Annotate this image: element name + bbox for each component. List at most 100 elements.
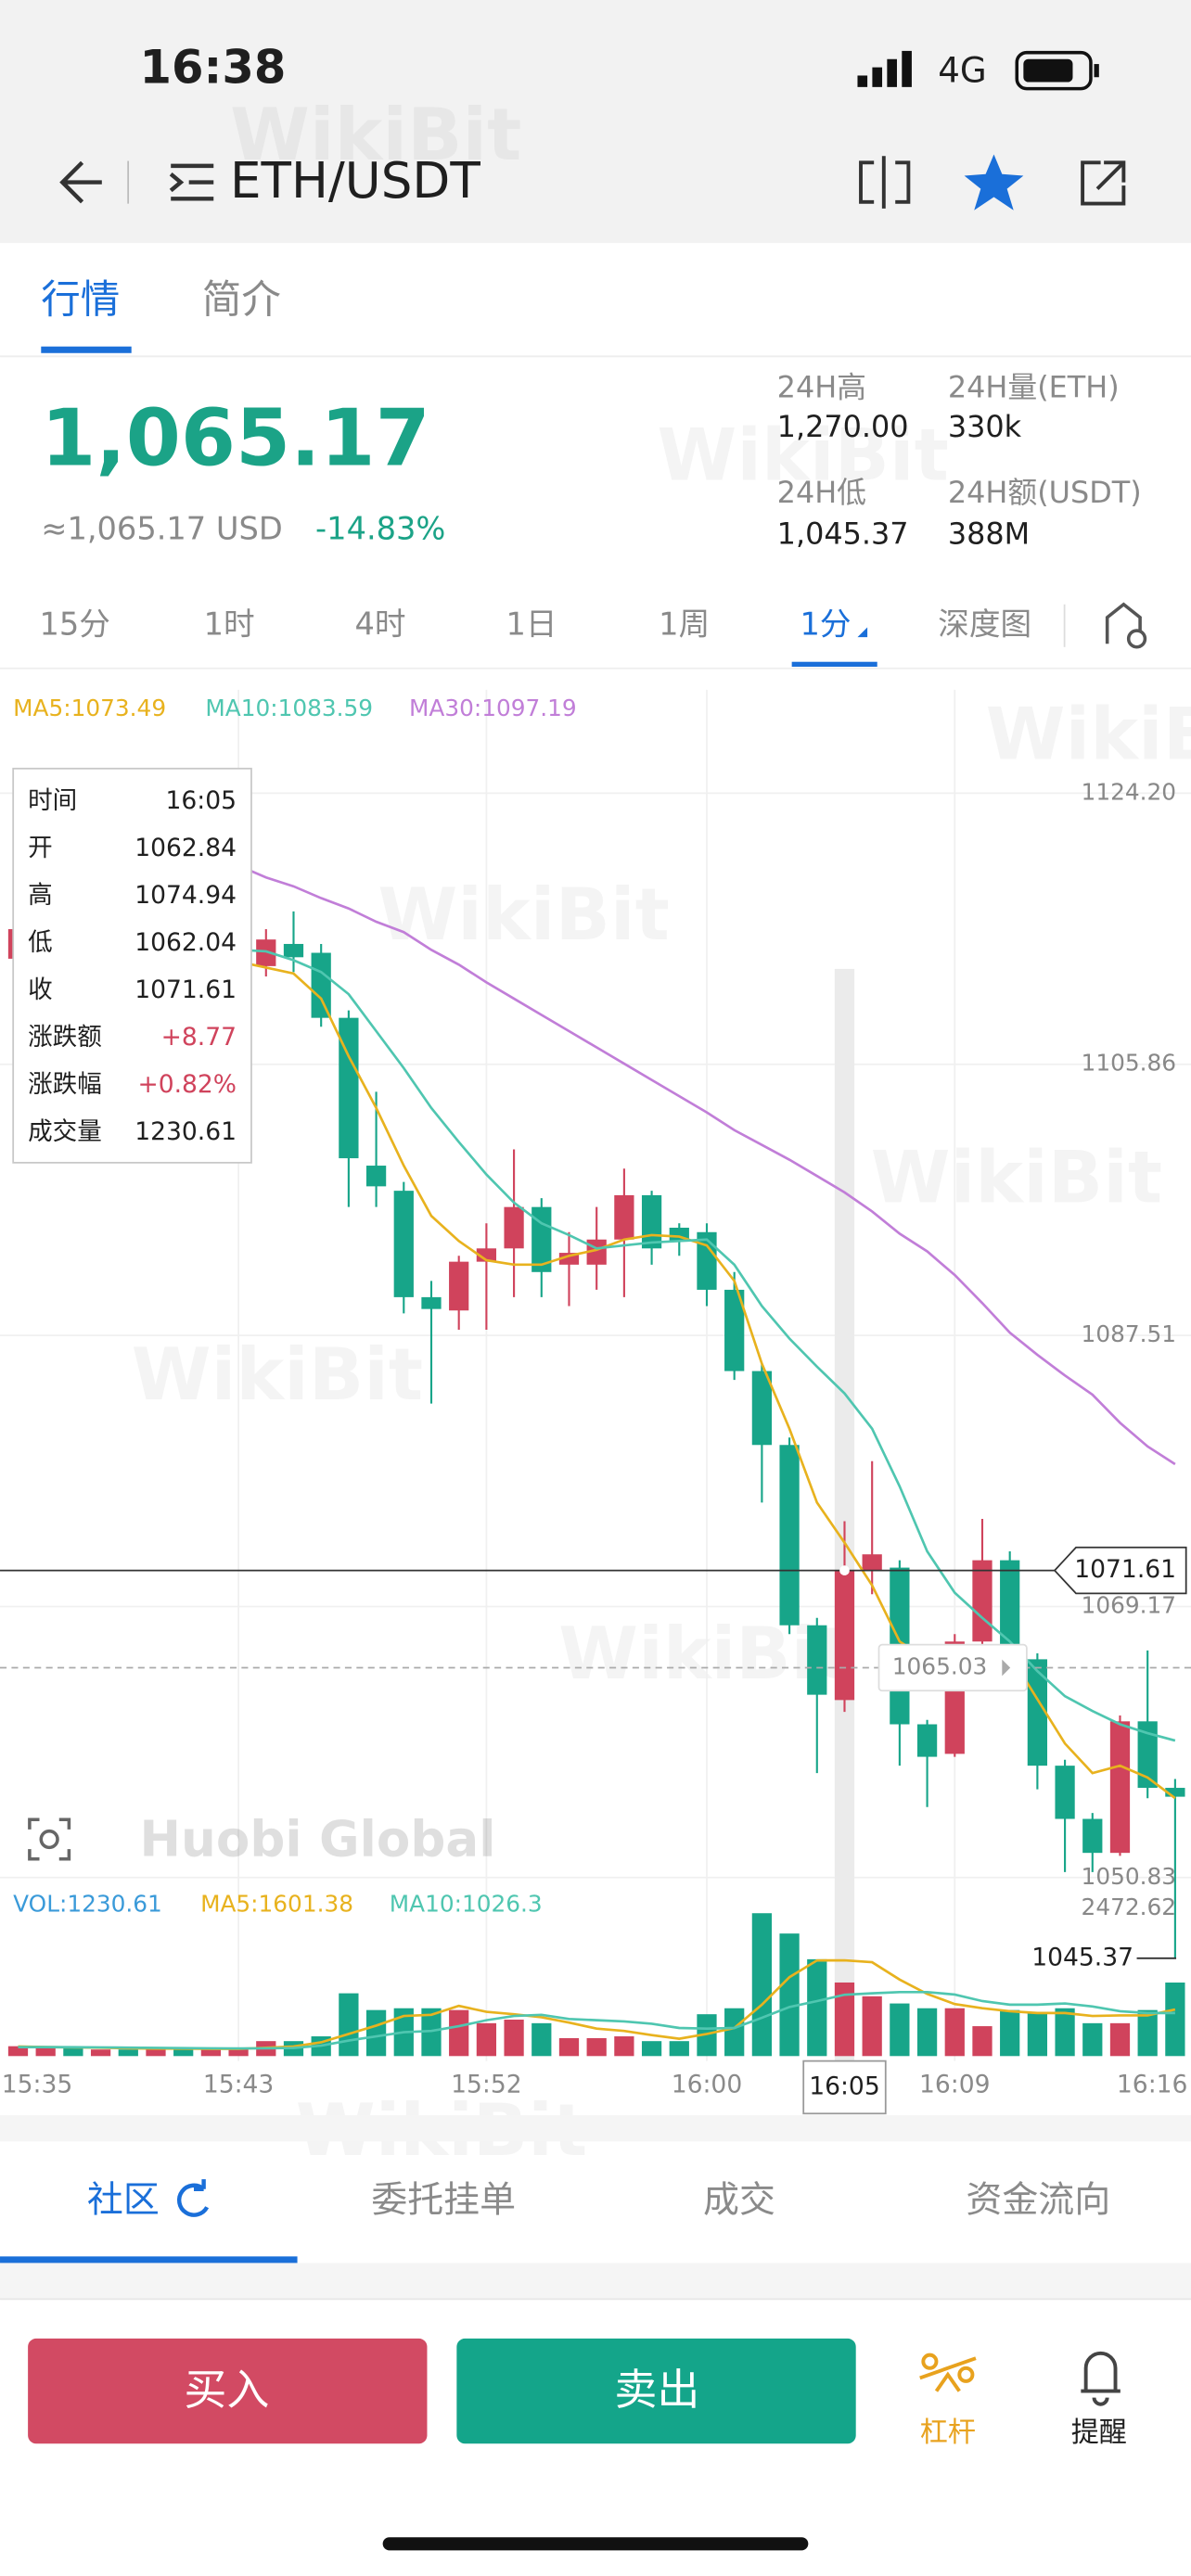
interval-bar: 15分 1时 4时 1日 1周 1分 深度图 [40,606,1032,642]
last-price-label: 1065.03 [892,1652,987,1679]
interval[interactable]: 1周 [659,606,710,642]
x-tick-label: 15:43 [203,2071,275,2099]
sell-button[interactable] [456,2338,856,2444]
stat-label: 24H额(USDT) [948,475,1142,510]
refresh-icon[interactable] [176,2179,210,2217]
buy-button[interactable] [28,2338,428,2444]
stat-label: 24H高 [777,370,866,405]
tab-underline [41,346,132,353]
tooltip-label: 涨跌额 [28,1023,102,1052]
leverage-icon[interactable] [919,2353,977,2392]
stat-label: 24H低 [777,475,866,510]
candle-body [834,1570,855,1701]
section-gap [0,2115,1191,2142]
tab-orders[interactable]: 委托挂单 [371,2179,516,2221]
share-icon[interactable] [1081,160,1126,206]
tab-trades[interactable]: 成交 [703,2179,775,2221]
candle-body [614,1194,634,1240]
split-icon[interactable] [859,156,911,209]
watermark: WikiBit [378,874,669,957]
volume-bar [807,1958,827,2057]
candle-body [1027,1659,1048,1766]
tab-community[interactable]: 社区 [87,2179,160,2221]
crosshair-band [834,968,855,2061]
tooltip-label: 开 [28,834,53,862]
candle-body [421,1296,442,1309]
tab-flow[interactable]: 资金流向 [966,2179,1110,2221]
leverage-label[interactable]: 杠杆 [920,2417,976,2449]
volume-bar [7,2046,29,2057]
interval[interactable]: 深度图 [938,606,1031,642]
sell-label: 卖出 [614,2365,699,2415]
volume-bar [916,2008,938,2057]
favorite-star[interactable] [964,154,1024,210]
legend-vol-ma5: MA5:1601.38 [200,1890,353,1917]
ma-legend: MA5:1073.49 MA10:1083.59 MA30:1097.19 VO… [13,695,577,1917]
tab-market[interactable]: 行情 [41,277,120,323]
alert-label[interactable]: 提醒 [1071,2417,1127,2449]
stat-value: 1,270.00 [777,409,909,444]
legend-ma10: MA10:1083.59 [205,695,373,721]
candle-body [504,1206,524,1249]
candle-body [1055,1766,1075,1819]
tooltip-value: 1062.84 [134,834,237,862]
volume-bar [1055,2008,1075,2057]
interval[interactable]: 1日 [506,606,557,642]
interval-active[interactable]: 1分 [800,606,851,642]
signal-icon [857,50,912,87]
volume-bar [63,2047,83,2057]
candle-body [283,943,304,958]
candle-body [916,1724,938,1757]
plot [7,790,1185,2057]
candle-body [393,1191,414,1297]
grid: 1124.20 1105.86 1087.51 1069.17 1050.83 2472.… [0,689,1191,2061]
volume-bar [504,2019,524,2057]
x-tick-label: 16:00 [672,2071,743,2099]
candle-body [1109,1721,1131,1854]
volume-bar [862,1996,882,2057]
candle-body [365,1166,387,1187]
tooltip-label: 收 [28,976,53,1004]
interval[interactable]: 4时 [355,606,406,642]
buy-label: 买入 [184,2365,269,2415]
volume-bar [972,2026,992,2057]
candle-body [972,1560,992,1642]
x-tick-label: 15:52 [451,2071,522,2099]
y-tick-label: 1087.51 [1082,1320,1176,1347]
volume-bar [200,2049,222,2057]
tab-intro[interactable]: 简介 [202,277,281,323]
tooltip-label: 涨跌幅 [28,1070,102,1099]
volume-bar [724,2008,745,2057]
last-price-arrow [1002,1659,1011,1677]
settings-icon[interactable] [1105,602,1147,649]
candle-body [807,1625,827,1695]
y-tick-label: 1069.17 [1082,1591,1176,1618]
candle-body [724,1289,745,1371]
status-network: 4G [938,49,986,90]
volume-bar [669,2041,689,2057]
volume-bar [173,2047,194,2057]
candle-body [641,1194,662,1249]
interval[interactable]: 1时 [204,606,255,642]
candle-body [1000,1560,1020,1651]
stat-label: 24H量(ETH) [948,370,1120,405]
candle-body [1137,1721,1158,1789]
list-icon[interactable] [169,163,214,201]
back-button[interactable] [59,160,102,204]
fiat-price: ≈1,065.17 USD [41,511,282,547]
screenshot-icon[interactable] [28,1817,71,1861]
status-time: 16:38 [140,41,287,95]
alert-icon[interactable] [1081,2351,1121,2406]
interval[interactable]: 15分 [40,606,110,642]
x-tick-label: 16:16 [1117,2071,1188,2099]
watermark: WikiBit [657,414,948,497]
y-tick-label: 1105.86 [1082,1050,1176,1077]
crosshair-time: 16:05 [809,2072,880,2100]
volume-bar [944,2008,965,2057]
candle-body [339,1017,359,1159]
candle-body [697,1231,717,1290]
candle-body [1165,1788,1185,1797]
candle-body [1082,1818,1103,1854]
